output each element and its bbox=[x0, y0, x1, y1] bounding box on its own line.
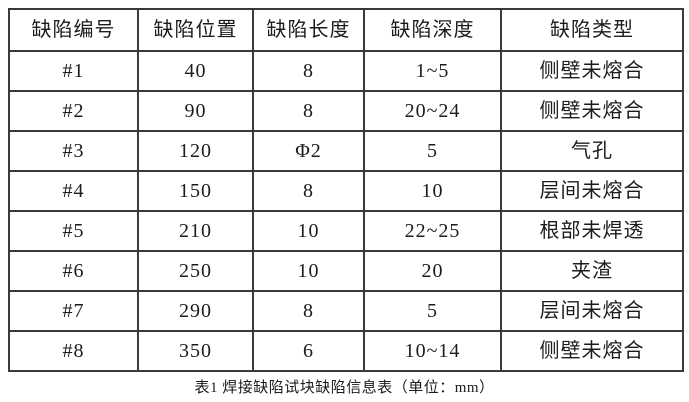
cell-defect-length: 8 bbox=[252, 90, 365, 132]
cell-defect-type: 气孔 bbox=[500, 130, 684, 172]
cell-defect-position: 290 bbox=[137, 290, 254, 332]
column-header-defect-type: 缺陷类型 bbox=[500, 8, 684, 52]
cell-defect-depth: 5 bbox=[363, 290, 502, 332]
cell-defect-length: 8 bbox=[252, 290, 365, 332]
table-caption: 表1 焊接缺陷试块缺陷信息表（单位：mm） bbox=[194, 380, 495, 396]
cell-defect-depth: 1~5 bbox=[363, 50, 502, 92]
cell-defect-type: 侧壁未熔合 bbox=[500, 50, 684, 92]
cell-defect-id: #6 bbox=[8, 250, 139, 292]
cell-defect-id: #1 bbox=[8, 50, 139, 92]
cell-defect-type: 侧壁未熔合 bbox=[500, 330, 684, 372]
cell-defect-depth: 20 bbox=[363, 250, 502, 292]
cell-defect-type: 层间未熔合 bbox=[500, 290, 684, 332]
cell-defect-id: #5 bbox=[8, 210, 139, 252]
cell-defect-id: #3 bbox=[8, 130, 139, 172]
table-row: #3 120 Φ2 5 气孔 bbox=[8, 130, 684, 172]
header-row: 缺陷编号 缺陷位置 缺陷长度 缺陷深度 缺陷类型 bbox=[8, 8, 684, 52]
cell-defect-length: 10 bbox=[252, 250, 365, 292]
table-row: #7 290 8 5 层间未熔合 bbox=[8, 290, 684, 332]
cell-defect-position: 250 bbox=[137, 250, 254, 292]
table-row: #1 40 8 1~5 侧壁未熔合 bbox=[8, 50, 684, 92]
cell-defect-length: 8 bbox=[252, 170, 365, 212]
cell-defect-id: #7 bbox=[8, 290, 139, 332]
cell-defect-type: 根部未焊透 bbox=[500, 210, 684, 252]
cell-defect-length: 8 bbox=[252, 50, 365, 92]
column-header-defect-id: 缺陷编号 bbox=[8, 8, 139, 52]
column-header-defect-depth: 缺陷深度 bbox=[363, 8, 502, 52]
column-header-defect-length: 缺陷长度 bbox=[252, 8, 365, 52]
cell-defect-position: 150 bbox=[137, 170, 254, 212]
cell-defect-length: 10 bbox=[252, 210, 365, 252]
cell-defect-depth: 20~24 bbox=[363, 90, 502, 132]
cell-defect-id: #8 bbox=[8, 330, 139, 372]
cell-defect-position: 90 bbox=[137, 90, 254, 132]
cell-defect-length: Φ2 bbox=[252, 130, 365, 172]
cell-defect-position: 350 bbox=[137, 330, 254, 372]
table-row: #2 90 8 20~24 侧壁未熔合 bbox=[8, 90, 684, 132]
table-row: #8 350 6 10~14 侧壁未熔合 bbox=[8, 330, 684, 372]
cell-defect-type: 层间未熔合 bbox=[500, 170, 684, 212]
cell-defect-depth: 10 bbox=[363, 170, 502, 212]
cell-defect-depth: 22~25 bbox=[363, 210, 502, 252]
cell-defect-length: 6 bbox=[252, 330, 365, 372]
column-header-defect-position: 缺陷位置 bbox=[137, 8, 254, 52]
table-row: #6 250 10 20 夹渣 bbox=[8, 250, 684, 292]
table-row: #4 150 8 10 层间未熔合 bbox=[8, 170, 684, 212]
cell-defect-id: #4 bbox=[8, 170, 139, 212]
cell-defect-depth: 5 bbox=[363, 130, 502, 172]
cell-defect-position: 120 bbox=[137, 130, 254, 172]
cell-defect-position: 210 bbox=[137, 210, 254, 252]
cell-defect-type: 侧壁未熔合 bbox=[500, 90, 684, 132]
cell-defect-depth: 10~14 bbox=[363, 330, 502, 372]
cell-defect-position: 40 bbox=[137, 50, 254, 92]
cell-defect-type: 夹渣 bbox=[500, 250, 684, 292]
defect-info-table: 缺陷编号 缺陷位置 缺陷长度 缺陷深度 缺陷类型 #1 40 8 1~5 侧壁未… bbox=[8, 8, 684, 372]
table-row: #5 210 10 22~25 根部未焊透 bbox=[8, 210, 684, 252]
cell-defect-id: #2 bbox=[8, 90, 139, 132]
